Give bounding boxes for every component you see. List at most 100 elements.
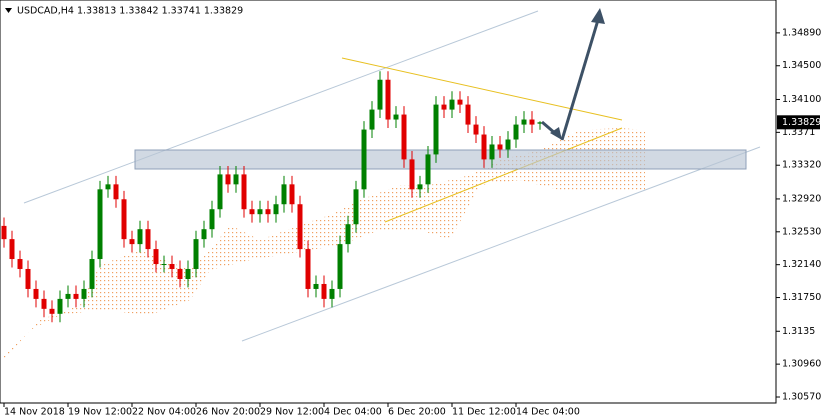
- candle-body: [513, 124, 519, 140]
- candle-body: [153, 249, 159, 265]
- candle-body: [233, 174, 239, 185]
- candle-body: [65, 293, 71, 299]
- candle-body: [17, 259, 23, 269]
- candle-body: [409, 159, 415, 190]
- candle-body: [105, 184, 111, 190]
- candle-body: [9, 239, 15, 260]
- candle-body: [49, 308, 55, 314]
- candle-body: [489, 144, 495, 160]
- candle-body: [169, 264, 175, 269]
- x-tick-label: 6 Dec 20:00: [388, 407, 446, 418]
- y-tick-label: 1.33320: [782, 160, 821, 171]
- candle-body: [449, 99, 455, 110]
- y-tick-label: 1.34500: [782, 60, 821, 71]
- candle-body: [281, 184, 287, 205]
- candle-body: [457, 99, 463, 105]
- candle-body: [137, 229, 143, 245]
- channel-line: [23, 10, 539, 204]
- candle-body: [417, 184, 423, 190]
- y-tick-label: 1.32530: [782, 226, 821, 237]
- x-tick-label: 26 Nov 20:00: [196, 407, 260, 418]
- candle-body: [425, 154, 431, 185]
- candle-body: [313, 283, 319, 289]
- candle-body: [113, 184, 119, 200]
- candle-body: [369, 109, 375, 130]
- candle-body: [473, 124, 479, 135]
- candle-body: [465, 104, 471, 125]
- candle-body: [361, 129, 367, 190]
- candle-body: [217, 174, 223, 210]
- candle-body: [297, 204, 303, 250]
- candle-body: [289, 184, 295, 205]
- candle-body: [497, 144, 503, 150]
- candle-body: [145, 229, 151, 250]
- candle-body: [25, 268, 31, 289]
- candle-body: [273, 204, 279, 215]
- candle-body: [177, 268, 183, 280]
- candle-body: [201, 229, 207, 240]
- y-tick-label: 1.3371: [782, 127, 815, 138]
- candle-body: [433, 104, 439, 155]
- y-tick-label: 1.30570: [782, 392, 821, 403]
- candle-body: [57, 298, 63, 314]
- triangle-line: [341, 57, 623, 121]
- candle-body: [441, 104, 447, 110]
- menu-triangle[interactable]: [5, 8, 12, 13]
- x-tick-label: 11 Dec 12:00: [452, 407, 516, 418]
- candle-body: [225, 174, 231, 185]
- candle-body: [241, 174, 247, 210]
- candle-body: [161, 264, 167, 266]
- y-tick-label: 1.34890: [782, 27, 821, 38]
- x-tick-label: 14 Nov 2018: [4, 407, 65, 418]
- candle-body: [209, 209, 215, 230]
- candle-body: [33, 288, 39, 299]
- candle-body: [305, 249, 311, 289]
- x-tick-label: 22 Nov 04:00: [132, 407, 196, 418]
- candle-body: [1, 225, 7, 240]
- forecast-arrow: [541, 8, 605, 141]
- candle-body: [121, 199, 127, 240]
- candle-body: [481, 134, 487, 160]
- chart-title: USDCAD,H4 1.33813 1.33842 1.33741 1.3382…: [17, 6, 243, 17]
- candle-body: [537, 122, 543, 124]
- candle-body: [81, 288, 87, 299]
- y-tick-label: 1.32140: [782, 259, 821, 270]
- candle-body: [73, 293, 79, 299]
- y-tick-label: 1.30960: [782, 359, 821, 370]
- x-tick-label: 29 Nov 12:00: [260, 407, 324, 418]
- zone: [134, 149, 747, 170]
- candle-body: [129, 239, 135, 245]
- y-tick-label: 1.34100: [782, 94, 821, 105]
- candle-body: [97, 189, 103, 260]
- candle-body: [329, 288, 335, 299]
- candle-body: [345, 224, 351, 245]
- candle-body: [41, 298, 47, 309]
- candle-body: [185, 268, 191, 280]
- candle-body: [401, 114, 407, 160]
- candle-body: [321, 283, 327, 299]
- candle-body: [249, 209, 255, 215]
- x-tick-label: 4 Dec 04:00: [324, 407, 382, 418]
- triangle-line: [384, 127, 623, 223]
- candle-body: [353, 189, 359, 225]
- price-marker: [777, 115, 820, 130]
- price-label: 1.33829: [782, 117, 821, 128]
- y-tick-label: 1.32920: [782, 193, 821, 204]
- y-tick-label: 1.31750: [782, 292, 821, 303]
- candle-body: [265, 209, 271, 215]
- cloud: [4, 128, 645, 360]
- candle-body: [89, 259, 95, 289]
- candle-body: [337, 244, 343, 289]
- y-tick-label: 1.3135: [782, 326, 815, 337]
- candle-body: [385, 79, 391, 120]
- candle-body: [505, 139, 511, 150]
- candle-body: [521, 119, 527, 125]
- candle-body: [377, 79, 383, 110]
- channel-line: [241, 146, 761, 342]
- candle-body: [257, 209, 263, 215]
- x-tick-label: 14 Dec 04:00: [516, 407, 580, 418]
- x-tick-label: 19 Nov 12:00: [68, 407, 132, 418]
- candle-body: [393, 114, 399, 120]
- candle-body: [193, 239, 199, 269]
